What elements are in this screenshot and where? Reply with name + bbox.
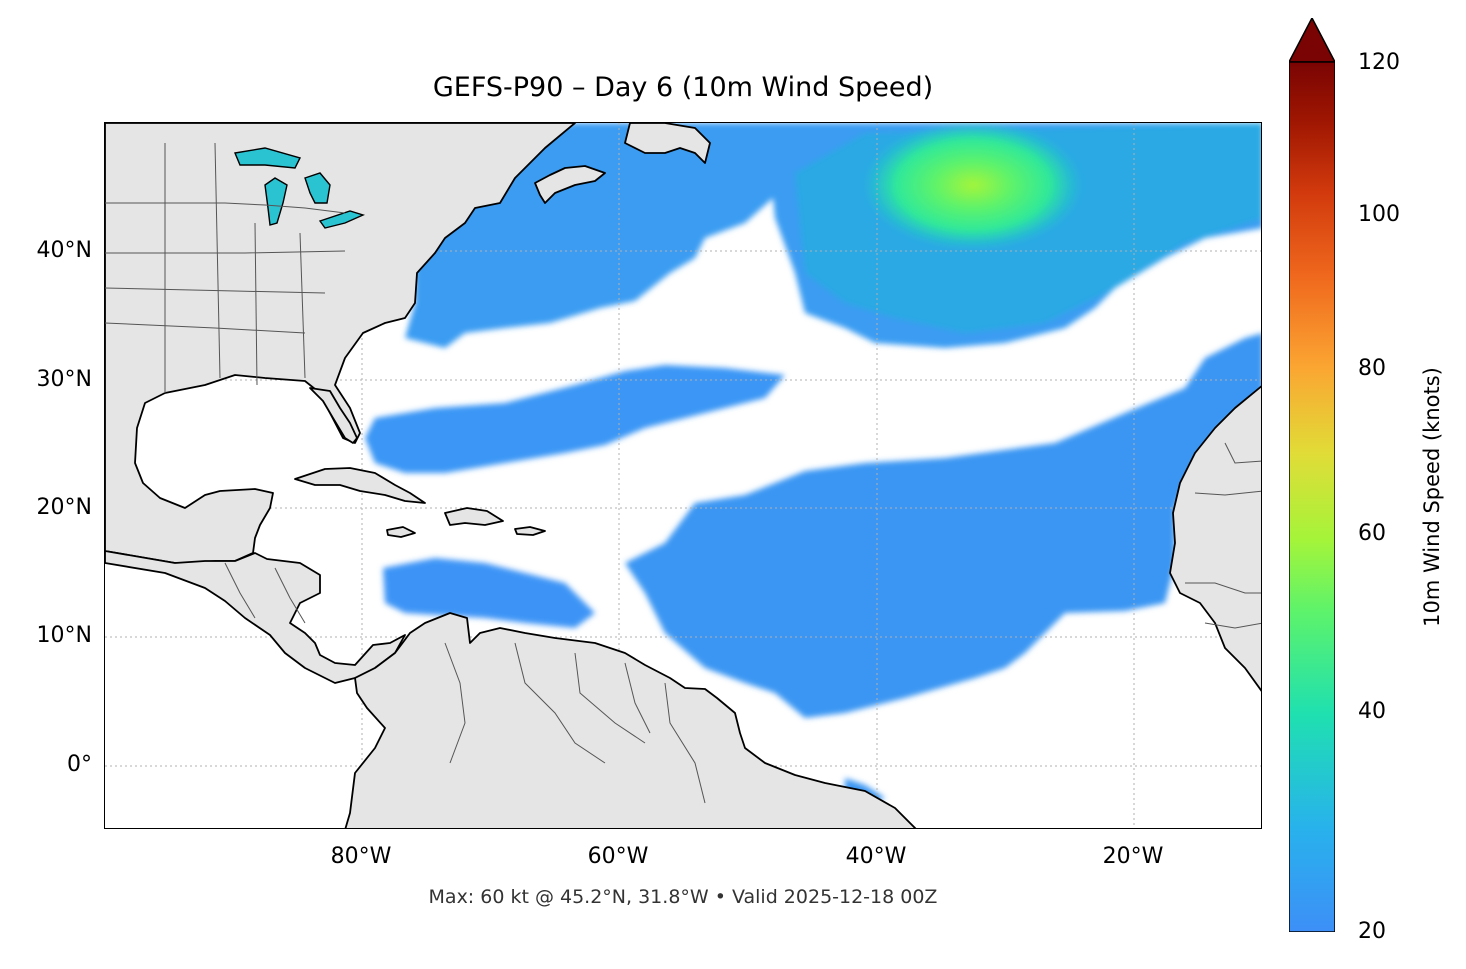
florida-land <box>309 387 358 444</box>
wind-swath-subtropical <box>365 365 785 473</box>
map-footer-caption: Max: 60 kt @ 45.2°N, 31.8°W • Valid 2025… <box>428 886 938 908</box>
map-canvas <box>105 123 1261 828</box>
lat-label-30n: 30°N <box>36 367 92 392</box>
wind-max-core <box>863 123 1083 250</box>
graticule <box>105 123 1261 828</box>
lon-label-20w: 20°W <box>1102 844 1164 869</box>
map-title: GEFS-P90 – Day 6 (10m Wind Speed) <box>432 72 934 103</box>
puerto-rico-land <box>514 526 546 536</box>
colorbar-tick-100: 100 <box>1358 202 1400 227</box>
map-panel[interactable] <box>104 122 1262 829</box>
cuba-land <box>294 467 426 504</box>
colorbar-tick-120: 120 <box>1358 50 1400 75</box>
hispaniola-land <box>444 507 504 526</box>
colorbar-extend-arrow <box>1287 16 1337 63</box>
lon-label-40w: 40°W <box>845 844 907 869</box>
great-lakes <box>234 147 365 229</box>
nova-scotia-land <box>534 165 606 204</box>
wind-swath-trades <box>625 333 1261 718</box>
colorbar-tick-40: 40 <box>1358 699 1386 724</box>
lat-label-10n: 10°N <box>36 623 92 648</box>
colorbar <box>1287 16 1341 933</box>
lat-label-0: 0° <box>67 752 92 777</box>
south-america-land <box>344 612 917 828</box>
colorbar-tick-60: 60 <box>1358 521 1386 546</box>
colorbar-svg <box>1287 16 1341 933</box>
lon-label-60w: 60°W <box>587 844 649 869</box>
political-borders <box>105 142 1261 804</box>
wind-swath-caribbean <box>383 558 595 628</box>
colorbar-label: 10m Wind Speed (knots) <box>1420 367 1444 627</box>
lake-superior <box>234 147 302 169</box>
newfoundland-land <box>624 123 711 164</box>
north-america-land <box>105 123 576 564</box>
colorbar-gradient <box>1288 61 1336 933</box>
lake-huron <box>304 172 331 204</box>
lon-label-80w: 80°W <box>330 844 392 869</box>
central-america-land <box>105 550 406 684</box>
colorbar-tick-80: 80 <box>1358 356 1386 381</box>
colorbar-tick-20: 20 <box>1358 919 1386 944</box>
lake-michigan <box>264 177 288 226</box>
jamaica-land <box>386 526 416 538</box>
lat-label-20n: 20°N <box>36 495 92 520</box>
lat-label-40n: 40°N <box>36 238 92 263</box>
